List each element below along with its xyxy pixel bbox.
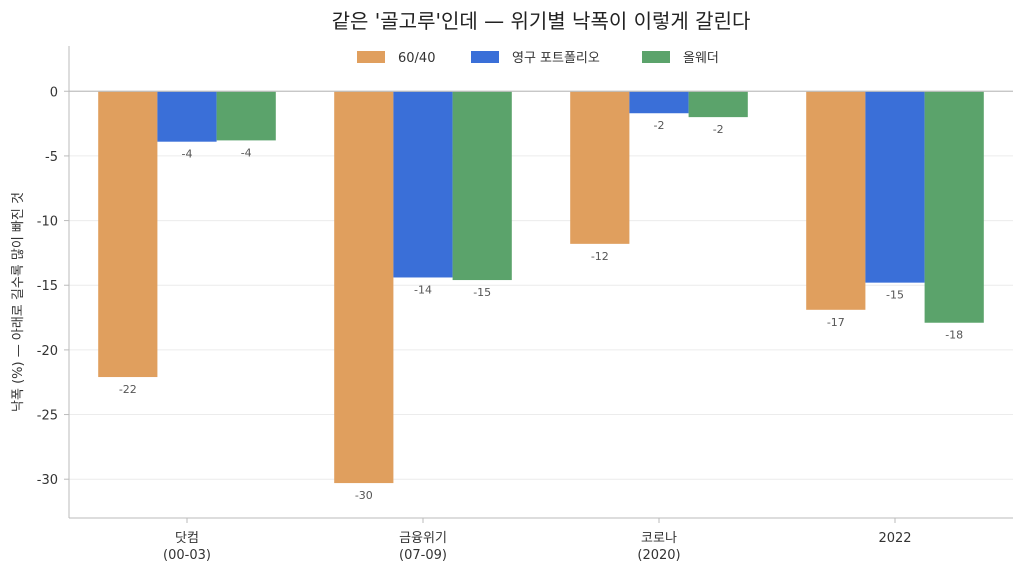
bar [629, 91, 689, 114]
legend-swatch [357, 51, 385, 63]
legend-label: 60/40 [398, 51, 435, 66]
bar [98, 91, 158, 378]
y-tick-label: 0 [50, 85, 58, 100]
x-tick-label: 2022 [878, 531, 911, 546]
data-label: -18 [945, 329, 963, 342]
x-tick-label: 코로나 [641, 531, 677, 546]
data-label: -4 [241, 146, 252, 159]
y-tick-label: -25 [37, 409, 58, 424]
data-label: -15 [473, 286, 491, 299]
axes: 0 -5 -10 -15 -20 -25 -30 닷컴 (00-03) 금융위기 (07-09) 코로… [37, 46, 1013, 563]
x-tick-label: 닷컴 [175, 531, 199, 546]
bars [98, 91, 984, 484]
bar [570, 91, 630, 244]
legend: 60/40 영구 포트폴리오 올웨더 [357, 51, 719, 66]
legend-swatch [471, 51, 499, 63]
data-label: -14 [414, 283, 432, 296]
y-tick-label: -20 [37, 344, 58, 359]
legend-swatch [642, 51, 670, 63]
y-tick-label: -30 [37, 473, 58, 488]
data-label: -12 [591, 250, 609, 263]
data-label: -2 [654, 119, 665, 132]
data-label: -4 [182, 148, 193, 161]
x-tick-label: (00-03) [163, 548, 211, 563]
bar [452, 91, 512, 281]
y-axis-label: 낙폭 (%) — 아래로 길수록 많이 빠진 것 [11, 192, 26, 412]
bar [393, 91, 453, 278]
bar [806, 91, 866, 310]
data-label: -17 [827, 316, 845, 329]
bar [157, 91, 217, 142]
y-tick-label: -10 [37, 215, 58, 230]
y-tick-label: -15 [37, 279, 58, 294]
data-labels: -22 -4 -4 -30 -14 -15 -12 -2 -2 -17 -15 -18 [119, 119, 963, 502]
data-label: -15 [886, 289, 904, 302]
y-tick-label: -5 [45, 150, 58, 165]
data-label: -2 [713, 123, 724, 136]
data-label: -30 [355, 489, 373, 502]
legend-label: 영구 포트폴리오 [512, 51, 600, 66]
chart-title: 같은 '골고루'인데 — 위기별 낙폭이 이렇게 갈린다 [332, 9, 751, 33]
bar [924, 91, 984, 323]
legend-label: 올웨더 [683, 51, 719, 66]
x-tick-label: (07-09) [399, 548, 447, 563]
data-label: -22 [119, 383, 137, 396]
x-tick-label: (2020) [637, 548, 680, 563]
bar [865, 91, 925, 283]
bar [688, 91, 748, 118]
bar [216, 91, 276, 141]
bar [334, 91, 394, 484]
x-tick-label: 금융위기 [399, 531, 447, 546]
